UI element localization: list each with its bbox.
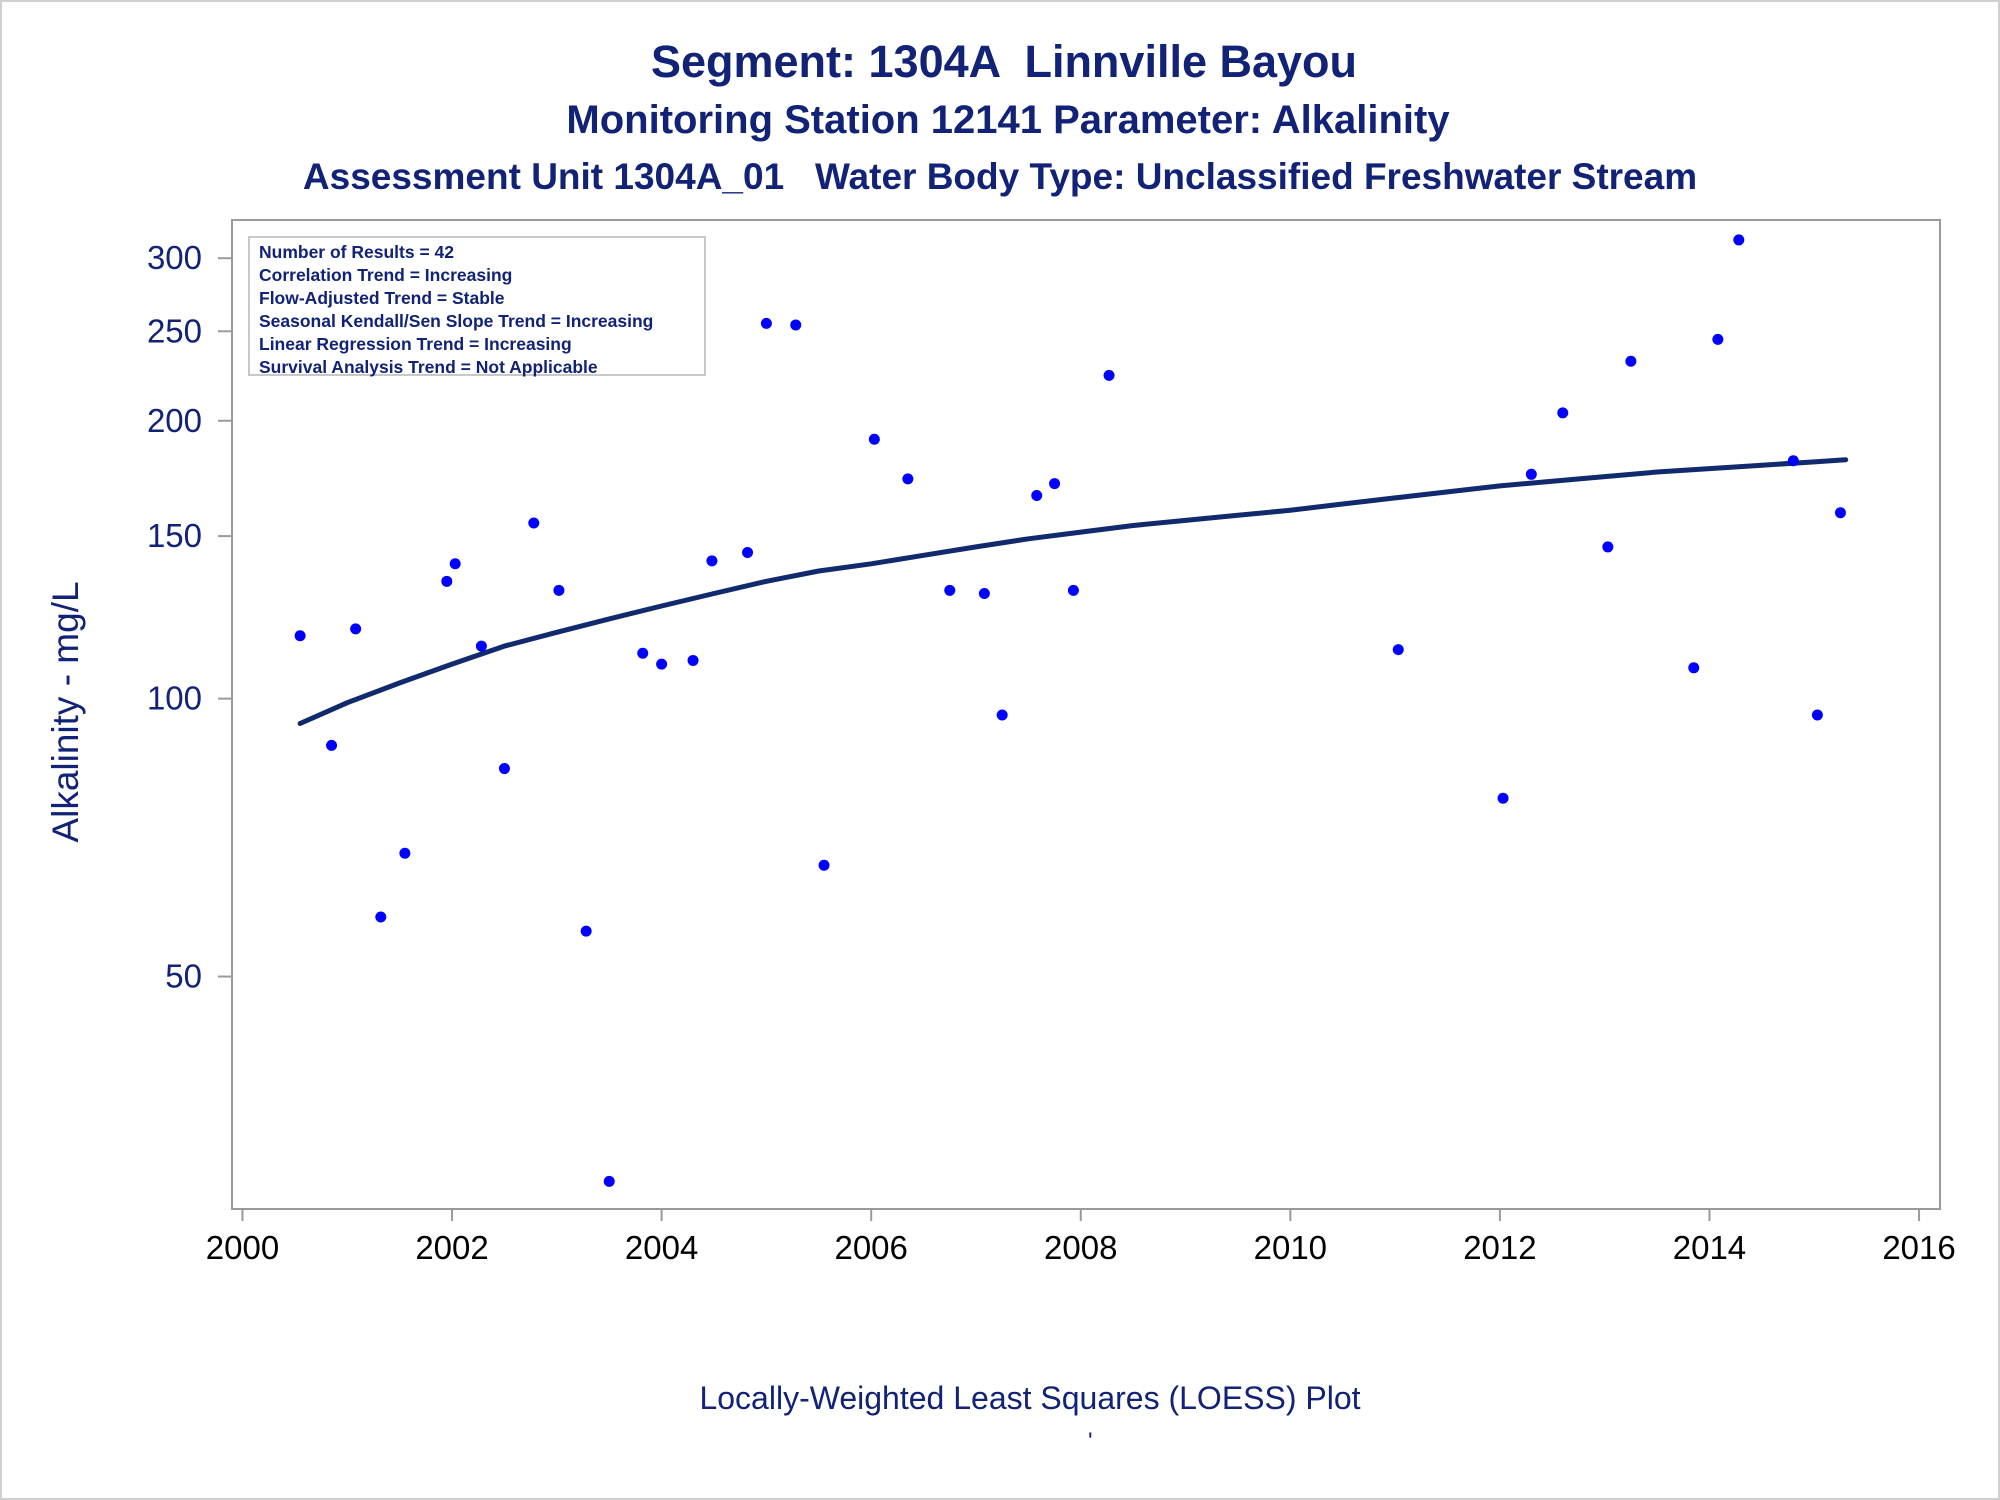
data-point	[1688, 662, 1700, 674]
y-tick-label: 200	[147, 402, 202, 439]
data-point	[656, 658, 668, 670]
stats-box: Number of Results = 42 Correlation Trend…	[248, 236, 706, 377]
data-point	[818, 859, 830, 871]
data-point	[580, 925, 592, 937]
x-tick-label: 2008	[1044, 1229, 1117, 1266]
data-point	[944, 584, 956, 596]
x-tick-label: 2014	[1673, 1229, 1746, 1266]
data-point	[553, 584, 565, 596]
data-point	[1712, 333, 1724, 345]
plot-border	[231, 219, 1941, 1210]
x-tick-label: 2004	[625, 1229, 698, 1266]
x-tick-label: 2000	[206, 1229, 279, 1266]
data-point	[498, 763, 510, 775]
x-tick-label: 2006	[834, 1229, 907, 1266]
data-point	[1525, 468, 1537, 480]
data-point	[1392, 644, 1404, 656]
data-point	[996, 709, 1008, 721]
data-point	[326, 739, 338, 751]
y-tick-label: 150	[147, 517, 202, 554]
chart-footnote: Locally-Weighted Least Squares (LOESS) P…	[699, 1380, 1361, 1416]
data-point	[1049, 478, 1061, 490]
data-point	[1067, 584, 1079, 596]
stats-line: Number of Results = 42	[259, 242, 454, 262]
chart-subtitle-2: Assessment Unit 1304A_01 Water Body Type…	[302, 156, 1698, 197]
stats-line: Correlation Trend = Increasing	[259, 265, 513, 285]
data-point	[706, 555, 718, 567]
stats-line: Linear Regression Trend = Increasing	[259, 334, 572, 354]
y-tick-label: 100	[147, 680, 202, 717]
data-point	[1733, 234, 1745, 246]
data-point	[1031, 489, 1043, 501]
data-point	[441, 575, 453, 587]
data-point	[978, 587, 990, 599]
x-tick-label: 2012	[1463, 1229, 1536, 1266]
stats-line: Flow-Adjusted Trend = Stable	[259, 288, 505, 308]
data-point	[1811, 709, 1823, 721]
data-point	[1497, 792, 1509, 804]
data-point	[449, 558, 461, 570]
data-point	[687, 654, 699, 666]
stats-line: Seasonal Kendall/Sen Slope Trend = Incre…	[259, 311, 654, 331]
stats-line: Survival Analysis Trend = Not Applicable	[259, 357, 598, 377]
x-tick-label: 2010	[1254, 1229, 1327, 1266]
data-point	[760, 317, 772, 329]
y-tick-label: 250	[147, 312, 202, 349]
data-point	[637, 647, 649, 659]
y-tick-label: 50	[165, 958, 202, 995]
data-point	[1625, 355, 1637, 367]
data-point	[603, 1175, 615, 1187]
data-point	[375, 911, 387, 923]
data-point	[475, 640, 487, 652]
x-tick-label: 2016	[1882, 1229, 1955, 1266]
data-point	[868, 433, 880, 445]
data-point	[1103, 369, 1115, 381]
data-point	[1787, 455, 1799, 467]
data-point	[294, 630, 306, 642]
data-point	[350, 623, 362, 635]
x-tick-label: 2002	[415, 1229, 488, 1266]
chart-title: Segment: 1304A Linnville Bayou	[650, 36, 1358, 87]
data-point	[790, 319, 802, 331]
data-point	[1602, 541, 1614, 553]
data-point	[528, 517, 540, 529]
data-point	[1557, 407, 1569, 419]
loess-line	[297, 457, 1849, 726]
data-point	[1834, 507, 1846, 519]
data-point	[902, 473, 914, 485]
footnote-mark: '	[1088, 1428, 1093, 1455]
y-axis-label-text: Alkalinity - mg/L	[45, 581, 86, 843]
chart-subtitle: Monitoring Station 12141 Parameter: Alka…	[566, 98, 1450, 142]
data-point	[742, 546, 754, 558]
y-tick-label: 300	[147, 239, 202, 276]
data-point	[399, 847, 411, 859]
